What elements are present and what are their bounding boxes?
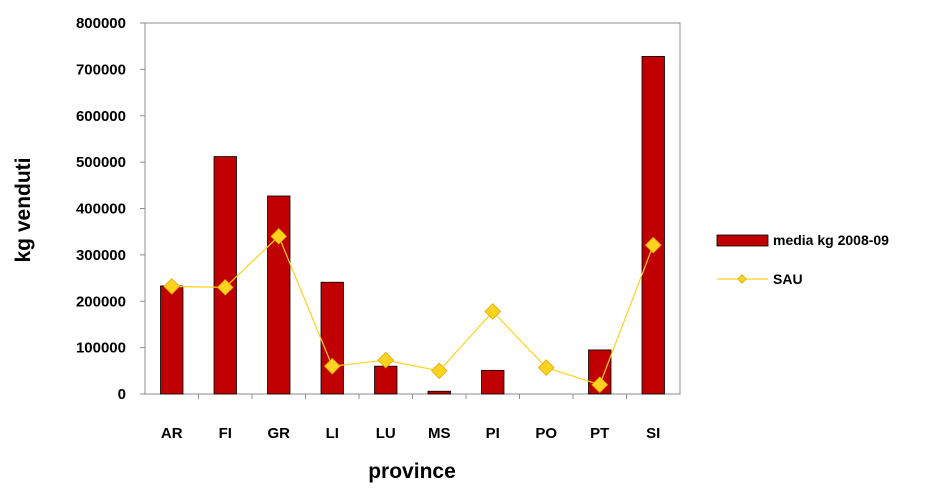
y-tick-label: 500000 — [76, 154, 126, 171]
bar-li — [320, 281, 344, 395]
x-tick-label: PT — [590, 425, 609, 442]
sau-point-fi — [216, 278, 234, 296]
legend-swatch-bar — [716, 234, 769, 247]
y-tick-label: 200000 — [76, 293, 126, 310]
x-tick-label: AR — [161, 425, 183, 442]
x-axis-ticks: AR FI GR LI LU MS PI PO PT SI — [161, 394, 660, 442]
y-tick-label: 300000 — [76, 247, 126, 264]
x-axis-title: province — [368, 460, 456, 483]
y-tick-label: 800000 — [76, 15, 126, 32]
sau-point-pt — [591, 376, 609, 394]
sau-line — [171, 235, 654, 386]
y-tick-label: 0 — [118, 386, 126, 403]
sau-point-gr — [270, 227, 288, 245]
bar-fi — [213, 156, 237, 395]
bar-ms — [427, 390, 451, 395]
legend: media kg 2008-09 SAU — [716, 232, 889, 287]
bar-si — [641, 55, 665, 395]
x-tick-label: PI — [486, 425, 500, 442]
sau-point-lu — [377, 351, 395, 369]
x-tick-label: PO — [535, 425, 557, 442]
y-axis-title: kg venduti — [12, 157, 35, 262]
bar-ar — [160, 285, 184, 395]
sau-point-po — [537, 359, 555, 376]
y-tick-label: 600000 — [76, 108, 126, 125]
legend-swatch-marker — [737, 274, 747, 284]
y-tick-label: 400000 — [76, 201, 126, 218]
y-tick-label: 100000 — [76, 340, 126, 357]
sau-point-si — [644, 236, 662, 254]
line-series — [163, 227, 662, 394]
x-tick-label: FI — [219, 425, 232, 442]
bar-series — [160, 55, 665, 395]
x-tick-label: SI — [646, 425, 660, 442]
bar-gr — [267, 195, 291, 395]
bar-pi — [481, 369, 505, 395]
bar-lu — [374, 365, 398, 395]
x-tick-label: GR — [268, 425, 291, 442]
sau-point-pi — [484, 303, 502, 320]
x-tick-label: LI — [326, 425, 339, 442]
sau-point-li — [323, 357, 341, 375]
y-tick-label: 700000 — [76, 61, 126, 78]
y-axis-ticks: 0 100000 200000 300000 400000 500000 600000 700… — [76, 15, 145, 403]
x-tick-label: MS — [428, 425, 451, 442]
sau-point-ms — [430, 362, 448, 380]
legend-label-bar: media kg 2008-09 — [773, 232, 889, 248]
x-tick-label: LU — [376, 425, 396, 442]
legend-label-line: SAU — [773, 271, 803, 287]
sau-point-ar — [163, 278, 181, 295]
